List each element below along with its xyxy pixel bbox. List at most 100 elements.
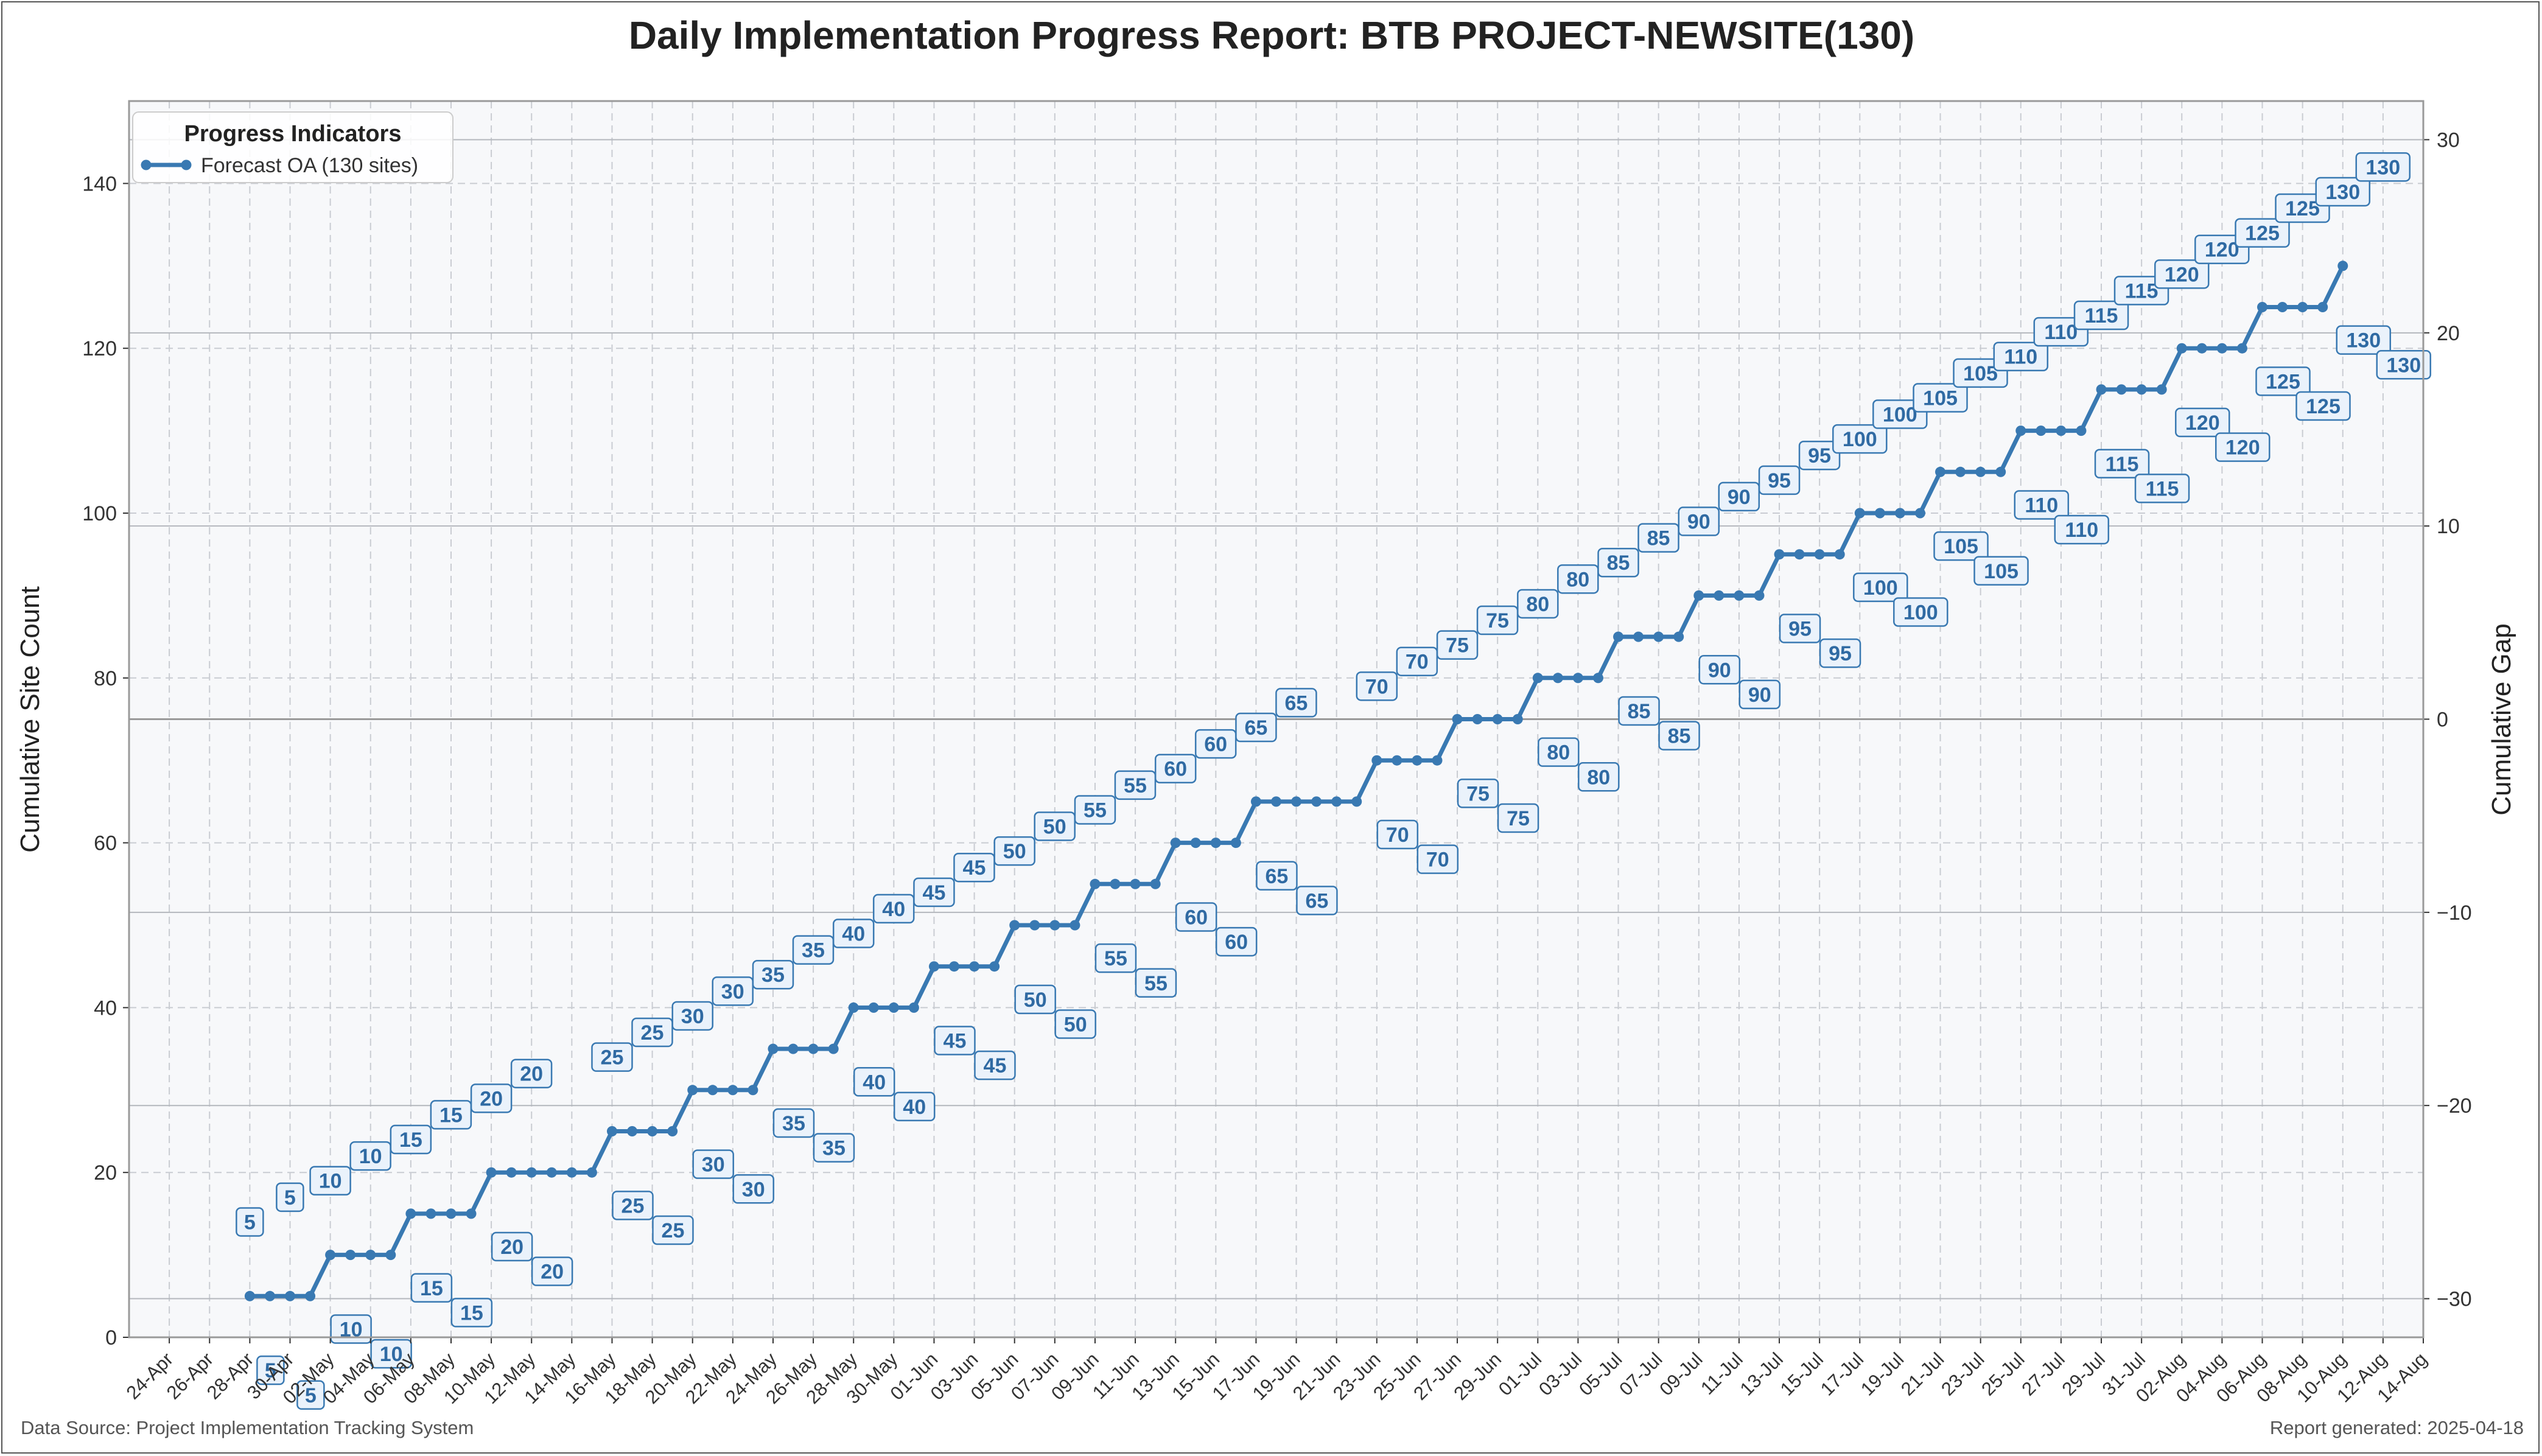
data-label: 100 [1832,424,1888,454]
data-label-text: 55 [1124,774,1147,797]
data-label-text: 80 [1566,568,1589,591]
data-point [405,1208,416,1219]
data-label-box [2054,514,2110,545]
data-label: 120 [2154,259,2210,289]
data-point [888,1002,899,1013]
data-label-box [2255,366,2311,396]
data-label: 50 [1014,984,1056,1015]
data-label-box [1296,886,1338,915]
data-label-text: 125 [2245,222,2280,245]
data-point [1814,549,1825,560]
data-point [667,1126,678,1136]
data-label: 45 [953,852,995,883]
data-label-box [1779,614,1821,643]
data-label-box [752,959,794,990]
data-label: 75 [1457,779,1499,808]
data-point [1794,549,1805,560]
y2-axis-label: Cumulative Gap [2487,623,2516,815]
data-label-text: 90 [1748,684,1771,707]
data-point [2236,343,2247,354]
data-label: 45 [913,877,955,908]
data-label: 15 [430,1100,472,1130]
y2-tick-label: 0 [2437,709,2448,732]
data-point [1250,796,1261,807]
data-label: 95 [1779,614,1821,643]
data-label-text: 5 [305,1384,317,1407]
data-point [1029,920,1040,931]
data-point [908,1002,919,1013]
data-label-box [349,1141,391,1171]
data-point [1291,796,1302,807]
data-label: 80 [1557,564,1599,594]
data-label-text: 45 [944,1030,967,1053]
data-label-text: 50 [1043,816,1066,839]
data-label: 30 [692,1149,734,1179]
data-label-text: 70 [1426,849,1449,872]
plot-border [128,100,2425,1339]
data-label-text: 30 [702,1153,725,1177]
data-point [566,1167,577,1178]
x-tick-label: 19-Jul [1857,1348,1908,1399]
data-label: 15 [450,1298,493,1328]
data-point [325,1250,336,1261]
data-label-box [2336,325,2392,355]
data-label-box [934,1026,976,1055]
data-label-box [732,1174,774,1204]
data-label-text: 45 [923,881,946,905]
data-point [647,1126,658,1136]
data-label: 75 [1436,630,1479,660]
data-point [2056,425,2067,436]
x-tick-label: 21-Jul [1897,1348,1948,1399]
data-point [1874,508,1885,519]
data-label: 75 [1497,803,1539,833]
data-point [2116,384,2127,395]
data-label-box [390,1124,432,1155]
data-label-box [1014,984,1056,1015]
data-label: 70 [1416,844,1459,874]
data-label-text: 15 [439,1104,463,1127]
data-label-box [652,1215,694,1245]
data-label: 55 [1074,795,1116,825]
data-label-text: 130 [2365,156,2400,179]
data-label-box [1913,383,1968,413]
data-label-text: 100 [1883,404,1917,427]
data-label-text: 125 [2306,395,2341,418]
data-label-text: 85 [1607,551,1630,575]
data-label-box [1416,844,1459,874]
data-label-box [1618,696,1660,726]
data-label: 5 [236,1207,264,1237]
data-label-box [631,1017,673,1048]
data-point [788,1043,799,1054]
data-label: 130 [2336,325,2392,355]
data-label-box [450,1298,493,1328]
data-label-box [1457,779,1499,808]
data-label-text: 100 [1903,601,1938,624]
data-label-text: 35 [822,1137,846,1160]
data-label-box [491,1231,533,1262]
data-label-text: 5 [284,1186,296,1209]
data-label: 105 [1913,383,1968,413]
data-point [1955,466,1966,477]
data-label: 90 [1698,655,1741,685]
data-label-text: 90 [1728,486,1751,509]
data-label: 40 [872,894,915,924]
data-label-text: 85 [1647,527,1670,550]
data-point [1392,755,1402,766]
data-point [969,961,980,972]
data-point [1049,920,1060,931]
data-label-text: 130 [2346,329,2381,352]
data-point [1271,796,1281,807]
data-label-box [671,1001,713,1031]
y2-tick-label: −20 [2437,1094,2472,1118]
data-label: 10 [349,1141,391,1171]
data-label-text: 115 [2125,279,2159,303]
data-label-box [1396,646,1438,676]
data-point [1995,466,2006,477]
data-label-text: 100 [1843,428,1877,451]
y2-tick-label: 10 [2437,515,2460,538]
data-point [586,1167,597,1178]
data-label: 45 [974,1050,1016,1080]
data-point [1190,838,1201,849]
x-tick-label: 09-Jul [1655,1348,1706,1399]
data-label: 120 [2215,432,2271,462]
